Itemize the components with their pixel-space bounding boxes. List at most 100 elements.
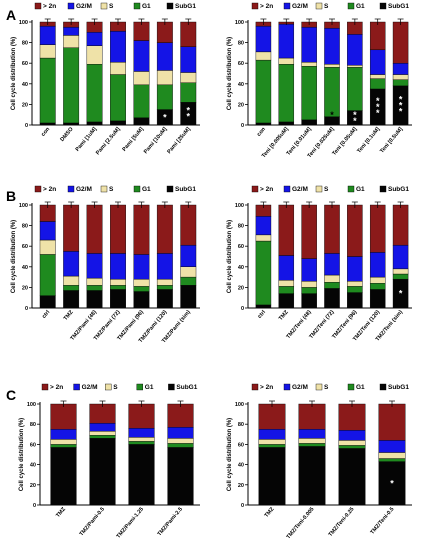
bar-segment-g1 xyxy=(338,445,366,449)
bar-segment-subg1 xyxy=(338,448,366,506)
bar-segment-g2m xyxy=(392,244,409,270)
y-tick-label: 60 xyxy=(238,61,244,67)
bar-segment-s xyxy=(39,239,56,255)
bar-segment-g1 xyxy=(278,286,295,294)
bar-segment-2n xyxy=(298,403,326,430)
y-tick-label: 100 xyxy=(27,402,36,408)
legend-label: SubG1 xyxy=(176,384,197,391)
legend-swatch xyxy=(283,185,291,193)
bar-segment-2n xyxy=(392,21,409,64)
bar-segment-g2m xyxy=(180,244,197,267)
x-tick-label: Teni [0.5uM] xyxy=(379,126,404,154)
bar-segment-2n xyxy=(324,204,340,254)
bar-segment-s xyxy=(298,438,326,444)
bar-segment-g1 xyxy=(156,285,173,290)
x-tick-label: TMZ/Pami-1.25 xyxy=(116,506,145,539)
legend-label: G1 xyxy=(356,3,365,10)
significance-star: * xyxy=(399,289,403,299)
bar-segment-subg1 xyxy=(128,444,155,506)
bar-segment-g2m xyxy=(110,253,126,280)
legend-swatch xyxy=(347,185,355,193)
y-tick-label: 60 xyxy=(238,244,244,250)
significance-star: * xyxy=(330,110,334,120)
bar-segment-2n xyxy=(180,21,197,47)
y-axis-label: Cell cycle distribution (%) xyxy=(227,37,233,110)
bar-segment-g1 xyxy=(324,282,340,289)
bar-segment-subg1 xyxy=(255,304,272,309)
panel-label-C: C xyxy=(6,387,16,403)
bar-segment-g2m xyxy=(133,40,150,72)
bar-segment-g2m xyxy=(347,256,363,282)
bar-segment-g1 xyxy=(347,67,363,111)
chart-panel-C2: > 2n G2/M S G1 SubG1 0 20 40 60 80 100 Cell cycle d… xyxy=(227,383,412,540)
panel-label-A: A xyxy=(6,7,16,23)
bar-segment-g1 xyxy=(63,285,80,291)
bar-segment-g2m xyxy=(255,216,272,236)
bar-segment-s xyxy=(133,278,150,287)
legend-swatch xyxy=(251,2,259,10)
legend-swatch xyxy=(315,185,323,193)
bar-segment-g2m xyxy=(298,429,326,439)
bar-segment-subg1 xyxy=(298,446,326,506)
legend-label: SubG1 xyxy=(388,3,409,10)
legend-label: S xyxy=(109,186,114,193)
legend-label: > 2n xyxy=(260,384,273,391)
bar-segment-s xyxy=(63,35,80,48)
bar-segment-g2m xyxy=(86,32,103,46)
bar-segment-2n xyxy=(369,204,386,253)
bar-segment-s xyxy=(156,70,173,86)
x-tick-label: DMSO xyxy=(59,126,75,143)
legend-label: G1 xyxy=(142,3,151,10)
bar-segment-2n xyxy=(392,204,409,246)
x-tick-label: ctrl xyxy=(41,309,51,320)
bar-segment-g2m xyxy=(63,251,80,277)
bar-segment-subg1 xyxy=(86,290,103,309)
bar-segment-subg1 xyxy=(180,285,197,309)
significance-star: * xyxy=(376,96,380,106)
bar-segment-subg1 xyxy=(258,447,286,506)
bar-segment-subg1 xyxy=(278,121,295,126)
legend-swatch xyxy=(379,383,387,391)
y-tick-label: 60 xyxy=(22,244,28,250)
bar-segment-2n xyxy=(86,204,103,254)
bar-segment-g2m xyxy=(255,25,272,53)
bar-segment-g2m xyxy=(369,252,386,278)
bar-segment-g1 xyxy=(392,273,409,280)
legend-label: S xyxy=(113,384,118,391)
x-tick-label: Teni [0.05uM] xyxy=(331,126,358,157)
y-tick-label: 100 xyxy=(235,402,244,408)
bar-segment-s xyxy=(255,51,272,61)
bar-segment-2n xyxy=(128,403,155,429)
bar-segment-g1 xyxy=(301,287,317,294)
legend-label: > 2n xyxy=(50,384,63,391)
bar-segment-subg1 xyxy=(86,121,103,126)
significance-star: * xyxy=(399,100,403,110)
bar-segment-s xyxy=(39,44,56,59)
bar-segment-g2m xyxy=(301,258,317,282)
significance-star: * xyxy=(187,106,191,116)
legend-swatch xyxy=(73,383,80,391)
legend-label: SubG1 xyxy=(175,186,196,193)
bar-segment-g2m xyxy=(301,26,317,63)
bar-segment-g1 xyxy=(128,441,155,445)
bar-segment-g1 xyxy=(39,57,56,124)
legend-label: G2/M xyxy=(292,384,308,391)
legend-swatch xyxy=(166,185,174,193)
bar-segment-g2m xyxy=(89,422,116,432)
bar-segment-g1 xyxy=(89,435,116,439)
y-tick-label: 0 xyxy=(241,123,244,129)
bar-segment-g2m xyxy=(338,430,366,441)
bar-segment-g1 xyxy=(258,444,286,448)
legend-swatch xyxy=(251,383,259,391)
bar-segment-s xyxy=(110,278,126,286)
bar-segment-s xyxy=(128,437,155,442)
y-tick-label: 20 xyxy=(238,285,244,291)
bar-segment-s xyxy=(347,281,363,287)
x-tick-label: Pami [2.5uM] xyxy=(95,126,122,156)
y-axis-label: Cell cycle distribution (%) xyxy=(11,37,17,110)
x-tick-label: con xyxy=(256,126,267,138)
x-tick-label: Teni [0.1uM] xyxy=(356,126,381,154)
legend-label: > 2n xyxy=(43,186,56,193)
y-tick-label: 60 xyxy=(238,442,244,448)
y-tick-label: 60 xyxy=(30,442,36,448)
